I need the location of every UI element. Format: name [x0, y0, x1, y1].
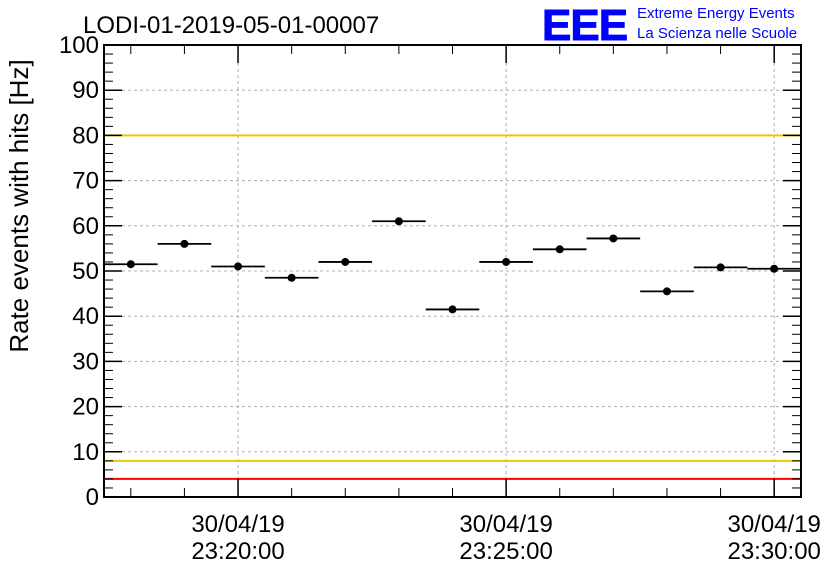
y-tick-label: 40 [72, 303, 99, 330]
data-points [104, 217, 801, 314]
y-tick-label: 60 [72, 213, 99, 240]
reference-lines [104, 44, 801, 480]
x-tick-date-label: 30/04/19 [727, 511, 820, 538]
data-point [609, 234, 618, 243]
y-tick-label: 30 [72, 348, 99, 375]
y-tick-label: 90 [72, 77, 99, 104]
eee-logo: EEE Extreme Energy Events La Scienza nel… [542, 1, 798, 51]
logo-line-1: Extreme Energy Events [637, 5, 795, 22]
y-tick-label: 20 [72, 394, 99, 421]
data-point [180, 239, 189, 248]
x-tick-time-label: 23:30:00 [727, 538, 820, 565]
chart-title: LODI-01-2019-05-01-00007 [83, 12, 379, 39]
data-point [341, 257, 350, 266]
data-point [770, 264, 779, 273]
x-tick-date-label: 30/04/19 [191, 511, 284, 538]
logo-line-2: La Scienza nelle Scuole [637, 25, 797, 42]
x-tick-time-label: 23:25:00 [459, 538, 552, 565]
plot-frame [103, 44, 802, 498]
y-tick-label: 0 [86, 484, 99, 511]
x-tick-date-label: 30/04/19 [459, 511, 552, 538]
y-tick-label: 70 [72, 168, 99, 195]
data-point [662, 287, 671, 296]
data-point [394, 217, 403, 226]
y-tick-label: 100 [59, 32, 99, 59]
data-point [448, 305, 457, 314]
data-point [287, 273, 296, 282]
data-point [234, 262, 243, 271]
y-axis-ticks: 0 10 20 30 40 50 60 70 80 90 100 [59, 32, 801, 511]
data-point [555, 245, 564, 254]
y-tick-label: 10 [72, 439, 99, 466]
x-tick-time-label: 23:20:00 [191, 538, 284, 565]
data-point [502, 257, 511, 266]
y-axis-title: Rate events with hits [Hz] [4, 59, 34, 352]
data-point [126, 260, 135, 269]
y-tick-label: 50 [72, 258, 99, 285]
x-axis-ticks: 30/04/1923:20:0030/04/1923:25:0030/04/19… [130, 45, 821, 565]
logo-mark: EEE [542, 1, 627, 50]
y-tick-label: 80 [72, 122, 99, 149]
grid [104, 45, 801, 497]
data-point [716, 263, 725, 272]
